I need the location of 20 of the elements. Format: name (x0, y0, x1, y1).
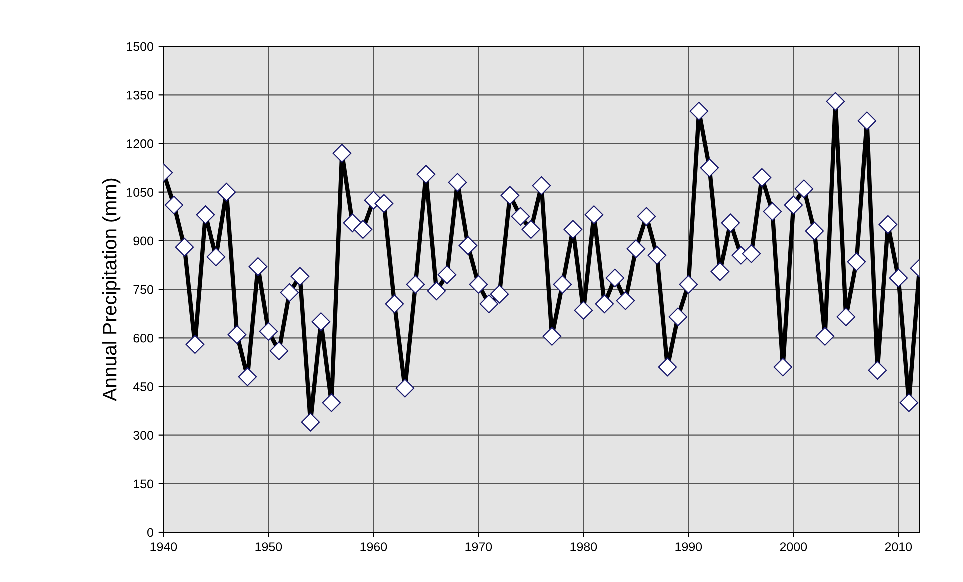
x-tick-label: 1970 (466, 542, 492, 552)
y-tick-label: 900 (134, 236, 154, 246)
y-tick-label: 150 (134, 480, 154, 489)
y-tick-label: 1500 (127, 42, 154, 52)
x-tick-label: 2010 (885, 542, 912, 552)
x-tick-label: 1980 (570, 542, 598, 552)
y-tick-label: 1200 (127, 140, 154, 148)
y-tick-label: 1050 (127, 188, 154, 198)
y-axis-title: Annual Precipitation (mm) (102, 178, 121, 402)
x-tick-label: 2000 (780, 542, 808, 552)
y-tick-label: 450 (133, 382, 154, 392)
y-tick-label: 1350 (127, 90, 154, 100)
x-tick-label: 1960 (360, 542, 388, 552)
y-tick-label: 750 (134, 285, 154, 294)
y-tick-label: 0 (148, 528, 154, 538)
x-tick-label: 1950 (256, 542, 282, 552)
y-tick-label: 600 (134, 334, 154, 343)
y-tick-label: 300 (134, 431, 154, 440)
x-tick-label: 1990 (676, 542, 702, 552)
x-tick-label: 1940 (150, 542, 178, 552)
